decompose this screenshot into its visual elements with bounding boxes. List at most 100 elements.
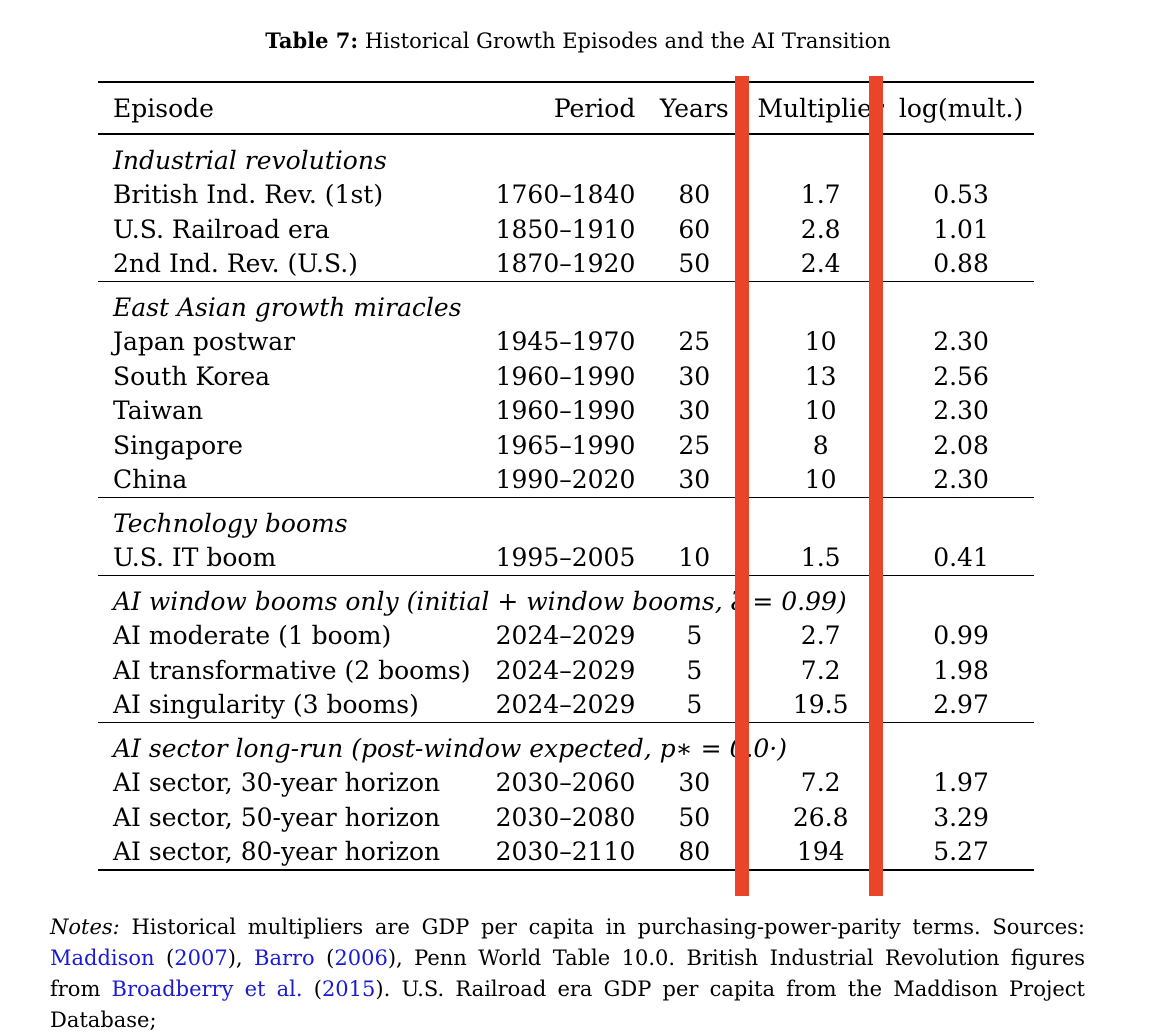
group-header-row: Industrial revolutions <box>98 133 1034 178</box>
cell-multiplier: 26.8 <box>792 802 849 832</box>
table-row: China 1990–2020 30 10 2.30 <box>98 463 1034 498</box>
cell-log-mult: 0.53 <box>933 180 989 210</box>
red-highlight-bar-right <box>869 76 883 896</box>
col-multiplier: Multiplier <box>753 81 889 134</box>
cell-years: 30 <box>678 396 711 426</box>
citation-maddison[interactable]: Maddison <box>50 946 155 970</box>
cell-period: 2030–2110 <box>492 834 636 871</box>
cell-years: 30 <box>678 768 711 798</box>
col-log-mult: log(mult.) <box>888 81 1034 134</box>
table-body: Industrial revolutions British Ind. Rev. … <box>98 133 1034 871</box>
col-episode: Episode <box>98 81 493 134</box>
cell-episode: AI sector, 50-year horizon <box>113 802 441 832</box>
citation-broadberry-year[interactable]: 2015 <box>321 977 376 1001</box>
cell-multiplier: 2.7 <box>800 621 841 651</box>
cell-log-mult: 1.01 <box>933 214 989 244</box>
cell-period: 1960–1990 <box>495 396 636 426</box>
cell-episode: Taiwan <box>113 396 204 426</box>
citation-barro[interactable]: Barro <box>254 946 315 970</box>
cell-period: 1760–1840 <box>495 180 636 210</box>
cell-years: 30 <box>678 465 711 495</box>
cell-multiplier: 10 <box>804 396 837 426</box>
notes-text-1: Historical multipliers are GDP per capit… <box>119 915 1085 939</box>
group-title: Technology booms <box>98 497 1034 541</box>
cell-multiplier: 2.4 <box>800 249 841 279</box>
cell-multiplier: 10 <box>804 465 837 495</box>
cell-multiplier: 2.8 <box>800 214 841 244</box>
notes-text-2: , Penn World Table 10.0. British Industr… <box>50 946 1086 1001</box>
red-highlight-bar-left <box>735 76 749 896</box>
cell-years: 5 <box>686 690 703 720</box>
cell-period: 2024–2029 <box>495 621 636 651</box>
cell-log-mult: 3.29 <box>933 802 989 832</box>
cell-log-mult: 0.41 <box>933 543 989 573</box>
col-years: Years <box>635 81 754 134</box>
group-header-row: Technology booms <box>98 497 1034 541</box>
cell-episode: AI sector, 80-year horizon <box>98 834 493 871</box>
cell-period: 2030–2080 <box>495 802 636 832</box>
cell-log-mult: 0.88 <box>933 249 989 279</box>
cell-years: 50 <box>678 249 711 279</box>
cell-multiplier: 1.7 <box>800 180 841 210</box>
cell-multiplier: 7.2 <box>800 655 841 685</box>
cell-years: 10 <box>678 543 711 573</box>
cell-episode: AI moderate (1 boom) <box>113 621 392 651</box>
table-row: British Ind. Rev. (1st) 1760–1840 80 1.7 0.5… <box>98 178 1034 213</box>
group-header-row: AI window booms only (initial + window b… <box>98 575 1034 619</box>
cell-years: 5 <box>686 655 703 685</box>
cell-episode: Japan postwar <box>113 327 296 357</box>
table-row: Japan postwar 1945–1970 25 10 2.30 <box>98 325 1034 360</box>
caption-title: Historical Growth Episodes and the AI Tr… <box>364 29 891 53</box>
citation-barro-year[interactable]: 2006 <box>334 946 388 970</box>
cell-years: 50 <box>678 802 711 832</box>
group-title: AI sector long-run (post-window expected… <box>98 722 1034 766</box>
table-row: South Korea 1960–1990 30 13 2.56 <box>98 359 1034 394</box>
cell-multiplier: 10 <box>804 327 837 357</box>
citation-broadberry[interactable]: Broadberry et al. <box>111 977 303 1001</box>
table-row: 2nd Ind. Rev. (U.S.) 1870–1920 50 2.4 0.88 <box>98 247 1034 282</box>
cell-log-mult: 2.30 <box>933 396 989 426</box>
table-notes: Notes: Historical multipliers are GDP pe… <box>50 915 1086 1032</box>
cell-multiplier: 7.2 <box>800 768 841 798</box>
col-period: Period <box>492 81 636 134</box>
cell-episode: AI sector, 30-year horizon <box>113 768 441 798</box>
table-row: AI sector, 80-year horizon 2030–2110 80 194… <box>98 834 1034 871</box>
group-title: East Asian growth miracles <box>98 281 1034 325</box>
table-row: AI transformative (2 booms) 2024–2029 5 7.2… <box>98 653 1034 688</box>
table-row: AI sector, 30-year horizon 2030–2060 30 7.2… <box>98 766 1034 801</box>
table-row: U.S. IT boom 1995–2005 10 1.5 0.41 <box>98 541 1034 576</box>
cell-episode: South Korea <box>113 361 271 391</box>
cell-log-mult: 2.56 <box>933 361 989 391</box>
cell-log-mult: 1.97 <box>933 768 989 798</box>
group-title: AI window booms only (initial + window b… <box>98 575 1034 619</box>
citation-maddison-year[interactable]: 2007 <box>174 946 228 970</box>
table-row: Taiwan 1960–1990 30 10 2.30 <box>98 394 1034 429</box>
caption-label: Table 7: <box>265 28 359 53</box>
table-caption: Table 7: Historical Growth Episodes and … <box>0 28 1156 53</box>
cell-period: 1965–1990 <box>495 430 636 460</box>
cell-period: 1870–1920 <box>495 249 636 279</box>
cell-period: 1850–1910 <box>495 214 636 244</box>
cell-log-mult: 2.97 <box>933 690 989 720</box>
cell-period: 1995–2005 <box>495 543 636 573</box>
cell-episode: AI singularity (3 booms) <box>113 690 419 720</box>
cell-period: 2030–2060 <box>495 768 636 798</box>
table-container: Episode Period Years Multiplier log(mult… <box>98 81 1034 871</box>
table-row: AI moderate (1 boom) 2024–2029 5 2.7 0.99 <box>98 619 1034 654</box>
cell-log-mult: 2.30 <box>933 327 989 357</box>
table-row: Singapore 1965–1990 25 8 2.08 <box>98 428 1034 463</box>
table-row: U.S. Railroad era 1850–1910 60 2.8 1.01 <box>98 212 1034 247</box>
cell-period: 2024–2029 <box>495 655 636 685</box>
notes-label: Notes: <box>50 915 120 939</box>
group-title: Industrial revolutions <box>98 133 1034 178</box>
cell-log-mult: 1.98 <box>933 655 989 685</box>
cell-episode: 2nd Ind. Rev. (U.S.) <box>113 249 358 279</box>
cell-period: 1960–1990 <box>495 361 636 391</box>
cell-years: 80 <box>678 180 711 210</box>
cell-log-mult: 0.99 <box>933 621 989 651</box>
cell-episode: China <box>113 465 188 495</box>
cell-period: 1990–2020 <box>495 465 636 495</box>
cell-episode: U.S. IT boom <box>113 543 277 573</box>
cell-years: 60 <box>678 214 711 244</box>
cell-period: 1945–1970 <box>495 327 636 357</box>
